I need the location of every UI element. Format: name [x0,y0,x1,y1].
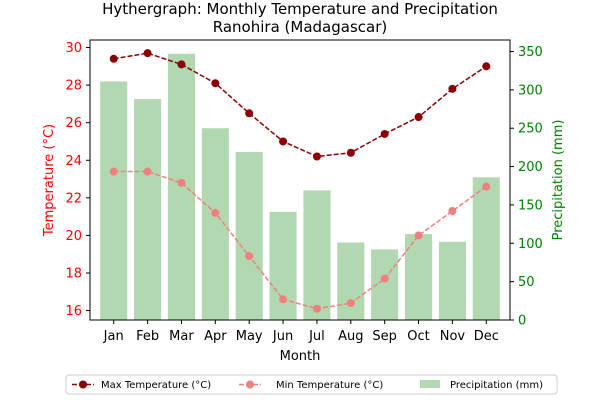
min-temperature-point [143,167,152,176]
precipitation-bars [100,53,500,321]
left-y-tick-label: 30 [65,41,82,56]
min-temperature-point [482,182,491,191]
plot-frame [89,39,511,321]
left-y-tick-label: 18 [65,267,82,282]
left-y-axis-label: Temperature (°C) [42,124,57,237]
min-temperature-point [414,231,423,240]
x-axis-label: Month [280,349,321,364]
right-y-tick-label: 200 [518,160,543,175]
min-temperature-point [312,304,321,313]
min-temperature-point [211,208,220,217]
max-temperature-point [414,113,423,122]
max-temperature-point [143,49,152,58]
chart-title-line1: Hythergraph: Monthly Temperature and Pre… [102,0,498,18]
min-temperature-point [279,295,288,304]
precipitation-bar [235,152,263,320]
right-y-tick-label: 300 [518,83,543,98]
x-tick-label: Apr [204,329,227,344]
x-tick-label: Jul [308,329,325,344]
precipitation-bar [438,241,466,320]
x-tick-label: Sep [372,329,397,344]
legend: Max Temperature (°C) Min Temperature (°C… [65,374,558,395]
precipitation-bar [405,234,433,320]
max-temperature-point [279,137,288,146]
min-temperature-point [177,178,186,187]
x-tick-label: Jan [103,329,124,344]
max-temperature-point [177,60,186,69]
left-y-tick-label: 20 [65,229,82,244]
max-temperature-point [380,129,389,138]
precipitation-bar [100,81,128,321]
min-temperature-line [113,170,487,310]
max-temperature-point [312,152,321,161]
left-y-tick-label: 26 [65,116,82,131]
min-temperature-point [380,274,389,283]
left-y-tick-label: 22 [65,191,82,206]
right-y-axis: 0 50 100 150 200 250 300 350 [510,45,543,329]
left-y-tick-label: 16 [65,304,82,319]
max-temperature-point [211,79,220,88]
precipitation-bar [134,99,162,320]
x-tick-label: Jun [272,329,293,344]
precipitation-bar [269,211,297,320]
x-tick-label: May [236,329,263,344]
precipitation-bar [337,242,365,320]
min-temperature-point [109,167,118,176]
max-temperature-point [109,54,118,63]
left-y-tick-label: 24 [65,154,82,169]
left-y-tick-label: 28 [65,79,82,94]
min-temperature-point [448,207,457,216]
chart-title-line2: Ranohira (Madagascar) [213,18,387,36]
right-y-tick-label: 50 [518,275,535,290]
right-y-tick-label: 250 [518,122,543,137]
right-y-tick-label: 350 [518,45,543,60]
legend-frame [65,374,558,395]
legend-min-label: Min Temperature (°C) [276,380,383,391]
temperature-lines [109,49,491,313]
precipitation-bar [472,177,500,320]
right-y-tick-label: 100 [518,237,543,252]
max-temperature-point [245,109,254,118]
max-temperature-line [113,52,487,158]
right-y-tick-label: 0 [518,314,526,329]
max-temperature-point [346,148,355,157]
precipitation-bar [167,53,195,320]
legend-precip-swatch [420,380,440,388]
right-y-axis-label: Precipitation (mm) [551,120,566,241]
precipitation-bar [303,190,331,320]
x-tick-label: Nov [440,329,466,344]
x-tick-label: Oct [407,329,429,344]
min-temperature-point [245,252,254,261]
max-temperature-point [482,62,491,71]
legend-min-marker [246,380,254,389]
x-tick-label: Aug [338,329,363,344]
min-temperature-point [346,299,355,308]
x-tick-label: Feb [136,329,159,344]
x-tick-label: Mar [169,329,194,344]
legend-max-marker [79,380,87,389]
right-y-tick-label: 150 [518,198,543,213]
x-tick-label: Dec [474,329,499,344]
max-temperature-point [448,84,457,93]
left-y-axis: 16 18 20 22 24 26 28 30 [65,41,90,319]
legend-precip-label: Precipitation (mm) [450,380,543,391]
legend-max-label: Max Temperature (°C) [101,380,211,391]
x-axis: Jan Feb Mar Apr May Jun Jul Aug Sep Oct Nov Dec [103,320,499,344]
